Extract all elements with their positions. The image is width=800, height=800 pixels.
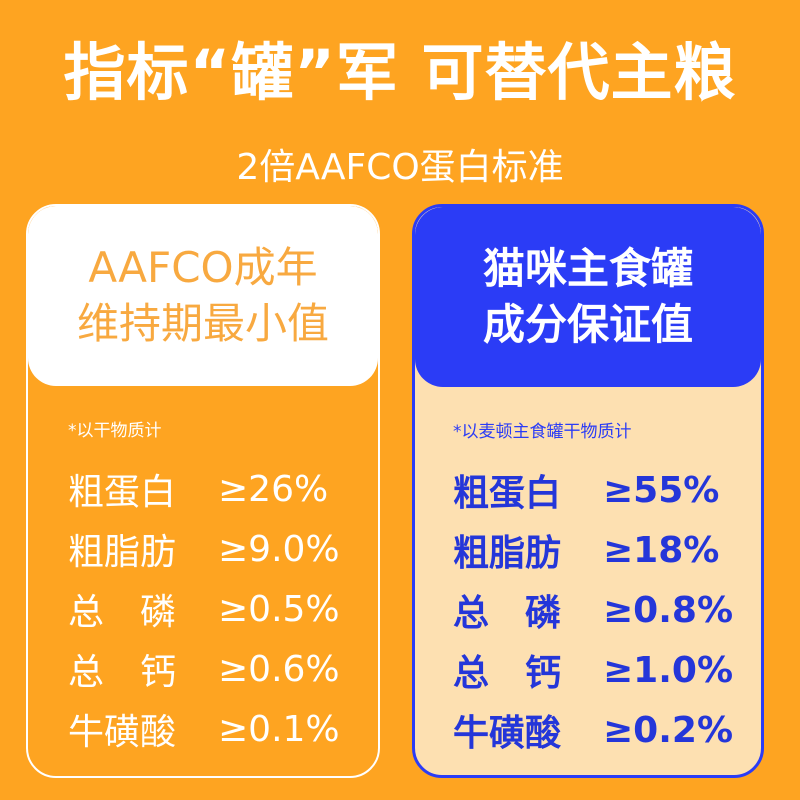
aafco-standard-card: AAFCO成年 维持期最小值 *以干物质计 粗蛋白 ≥26% 粗脂肪 ≥9.0% 总… — [26, 204, 380, 778]
card-title-line2: 维持期最小值 — [76, 299, 329, 348]
nutrient-row: 总 钙 ≥1.0% — [415, 640, 761, 700]
nutrient-row: 牛磺酸 ≥0.1% — [28, 699, 378, 759]
nutrient-row: 粗蛋白 ≥26% — [28, 459, 378, 519]
nutrient-value: ≥1.0% — [603, 649, 734, 691]
nutrient-name: 粗脂肪 — [68, 532, 177, 573]
card-title-line1: AAFCO成年 — [88, 243, 318, 292]
nutrient-name: 总 钙 — [68, 652, 177, 693]
nutrient-row: 粗蛋白 ≥55% — [415, 460, 761, 520]
card-note: *以干物质计 — [68, 421, 162, 441]
product-guarantee-card: 猫咪主食罐 成分保证值 *以麦顿主食罐干物质计 粗蛋白 ≥55% 粗脂肪 ≥18% … — [412, 204, 764, 778]
nutrient-name: 粗蛋白 — [453, 473, 562, 514]
nutrient-name: 总 钙 — [453, 653, 562, 694]
card-header: AAFCO成年 维持期最小值 — [28, 206, 378, 386]
nutrient-name: 总 磷 — [68, 592, 177, 633]
nutrient-row: 总 磷 ≥0.8% — [415, 580, 761, 640]
nutrient-name: 粗蛋白 — [68, 472, 177, 513]
card-note: *以麦顿主食罐干物质计 — [453, 422, 632, 442]
nutrient-value: ≥0.6% — [218, 648, 340, 690]
card-title-line1: 猫咪主食罐 — [482, 244, 693, 293]
nutrient-value: ≥9.0% — [218, 528, 340, 570]
nutrient-name: 粗脂肪 — [453, 533, 562, 574]
page-title: 指标“罐”军 可替代主粮 — [63, 36, 737, 109]
page-subtitle: 2倍AAFCO蛋白标准 — [236, 147, 564, 188]
nutrient-row: 粗脂肪 ≥18% — [415, 520, 761, 580]
nutrient-value: ≥0.5% — [218, 588, 340, 630]
nutrient-value: ≥0.1% — [218, 708, 340, 750]
nutrient-row: 总 钙 ≥0.6% — [28, 639, 378, 699]
nutrient-row: 粗脂肪 ≥9.0% — [28, 519, 378, 579]
nutrient-row: 牛磺酸 ≥0.2% — [415, 700, 761, 760]
nutrient-value: ≥26% — [218, 468, 329, 510]
nutrient-value: ≥55% — [603, 469, 720, 511]
nutrient-name: 牛磺酸 — [68, 712, 177, 753]
nutrient-value: ≥0.2% — [603, 709, 734, 751]
nutrient-name: 总 磷 — [453, 593, 562, 634]
card-header: 猫咪主食罐 成分保证值 — [415, 207, 761, 387]
card-title-line2: 成分保证值 — [482, 300, 693, 349]
nutrient-row: 总 磷 ≥0.5% — [28, 579, 378, 639]
nutrient-name: 牛磺酸 — [453, 713, 562, 754]
nutrient-value: ≥18% — [603, 529, 720, 571]
nutrient-value: ≥0.8% — [603, 589, 734, 631]
